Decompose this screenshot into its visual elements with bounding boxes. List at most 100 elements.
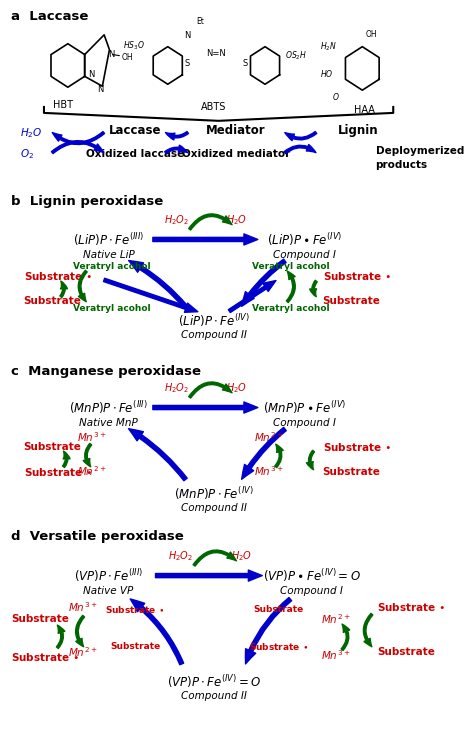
FancyArrowPatch shape — [52, 141, 104, 154]
FancyArrowPatch shape — [128, 429, 187, 481]
Text: $(LiP)P\cdot Fe^{(IV)}$: $(LiP)P\cdot Fe^{(IV)}$ — [178, 312, 250, 329]
FancyArrowPatch shape — [242, 259, 286, 306]
Text: Substrate $\bullet$: Substrate $\bullet$ — [322, 270, 391, 282]
Text: Et: Et — [196, 18, 204, 26]
Text: Compound II: Compound II — [181, 691, 246, 701]
Text: Oxidized laccase: Oxidized laccase — [86, 149, 184, 160]
FancyArrowPatch shape — [286, 271, 295, 302]
FancyArrowPatch shape — [130, 599, 183, 665]
Text: Native MnP: Native MnP — [79, 419, 138, 428]
Text: Veratryl acohol: Veratryl acohol — [73, 305, 151, 313]
FancyArrowPatch shape — [56, 625, 65, 649]
Text: $HO$: $HO$ — [320, 68, 334, 79]
Text: Substrate $\bullet$: Substrate $\bullet$ — [24, 466, 91, 478]
FancyArrowPatch shape — [153, 402, 258, 413]
Text: Substrate: Substrate — [253, 605, 303, 613]
Text: $H_2N$: $H_2N$ — [320, 40, 337, 53]
Text: N=N: N=N — [207, 49, 226, 58]
Text: $Mn^{3+}$: $Mn^{3+}$ — [68, 600, 97, 614]
Text: c  Manganese peroxidase: c Manganese peroxidase — [11, 365, 201, 378]
FancyArrowPatch shape — [78, 270, 87, 302]
Text: $Mn^{3+}$: $Mn^{3+}$ — [321, 648, 350, 662]
Text: Substrate: Substrate — [24, 442, 82, 452]
FancyArrowPatch shape — [52, 132, 105, 144]
Text: Mediator: Mediator — [206, 124, 265, 137]
FancyArrowPatch shape — [246, 597, 292, 664]
FancyArrowPatch shape — [364, 613, 373, 647]
Text: Deploymerized: Deploymerized — [375, 146, 464, 157]
FancyArrowPatch shape — [60, 281, 67, 297]
Text: Substrate $\bullet$: Substrate $\bullet$ — [11, 651, 79, 662]
Text: Substrate $\bullet$: Substrate $\bullet$ — [249, 641, 308, 652]
Text: $(VP)P\cdot Fe^{(IV)}{=}O$: $(VP)P\cdot Fe^{(IV)}{=}O$ — [166, 673, 261, 690]
Text: $Mn^{3+}$: $Mn^{3+}$ — [254, 464, 283, 478]
Text: Oxidized mediator: Oxidized mediator — [182, 149, 290, 160]
Text: $H_2O$: $H_2O$ — [226, 213, 247, 227]
Text: S: S — [184, 59, 190, 68]
Text: $O_2$: $O_2$ — [20, 148, 34, 161]
FancyArrowPatch shape — [310, 280, 317, 296]
FancyArrowPatch shape — [165, 132, 189, 140]
Text: $H_2O$: $H_2O$ — [20, 126, 43, 140]
Text: OH: OH — [122, 53, 134, 62]
Text: Compound II: Compound II — [181, 330, 246, 340]
Text: Substrate: Substrate — [11, 614, 69, 624]
Text: $H_2O$: $H_2O$ — [230, 549, 252, 563]
Text: Compound II: Compound II — [181, 504, 246, 513]
Text: Substrate: Substrate — [110, 642, 160, 651]
Text: Laccase: Laccase — [109, 124, 161, 137]
FancyArrowPatch shape — [155, 570, 262, 581]
FancyArrowPatch shape — [307, 450, 315, 470]
FancyArrowPatch shape — [153, 234, 258, 245]
Text: $Mn^{2+}$: $Mn^{2+}$ — [77, 464, 106, 478]
Text: Substrate: Substrate — [322, 296, 380, 306]
Text: $H_2O_2$: $H_2O_2$ — [164, 213, 189, 227]
Text: HBT: HBT — [54, 100, 73, 110]
Text: N: N — [108, 50, 114, 59]
FancyArrowPatch shape — [165, 145, 188, 154]
FancyArrowPatch shape — [228, 280, 276, 313]
Text: $(MnP)P\cdot Fe^{(IV)}$: $(MnP)P\cdot Fe^{(IV)}$ — [174, 485, 254, 502]
FancyArrowPatch shape — [284, 144, 316, 154]
Text: Substrate: Substrate — [24, 296, 82, 306]
Text: ABTS: ABTS — [201, 102, 227, 112]
Text: $HS_3O$: $HS_3O$ — [123, 40, 145, 52]
FancyArrowPatch shape — [128, 261, 187, 308]
FancyArrowPatch shape — [193, 550, 237, 566]
Text: Native LiP: Native LiP — [82, 250, 135, 261]
Text: Substrate: Substrate — [322, 467, 380, 477]
Text: Substrate $\bullet$: Substrate $\bullet$ — [322, 441, 391, 453]
Text: Substrate: Substrate — [377, 646, 435, 657]
Text: d  Versatile peroxidase: d Versatile peroxidase — [11, 529, 184, 542]
FancyArrowPatch shape — [83, 444, 91, 467]
Text: $(LiP)P\bullet Fe^{(IV)}$: $(LiP)P\bullet Fe^{(IV)}$ — [267, 231, 343, 248]
FancyArrowPatch shape — [242, 427, 286, 479]
Text: $H_2O_2$: $H_2O_2$ — [164, 381, 189, 395]
Text: $Mn^{2+}$: $Mn^{2+}$ — [254, 430, 283, 444]
Text: $(LiP)P\cdot Fe^{(III)}$: $(LiP)P\cdot Fe^{(III)}$ — [73, 231, 144, 248]
Text: Compound I: Compound I — [273, 250, 336, 261]
Text: Veratryl acohol: Veratryl acohol — [73, 261, 151, 271]
Text: a  Laccase: a Laccase — [11, 10, 89, 23]
Text: $O$: $O$ — [332, 91, 339, 102]
FancyArrowPatch shape — [285, 132, 317, 141]
Text: Native VP: Native VP — [83, 586, 134, 597]
FancyArrowPatch shape — [189, 214, 232, 230]
Text: Substrate $\bullet$: Substrate $\bullet$ — [24, 270, 91, 282]
FancyArrowPatch shape — [103, 278, 198, 313]
Text: $OS_2H$: $OS_2H$ — [285, 49, 307, 61]
Text: OH: OH — [365, 30, 377, 40]
Text: products: products — [375, 160, 428, 171]
Text: $(VP)P\bullet Fe^{(IV)}{=}O$: $(VP)P\bullet Fe^{(IV)}{=}O$ — [263, 567, 361, 584]
Text: S: S — [243, 59, 248, 68]
Text: N: N — [98, 85, 104, 94]
Text: $Mn^{2+}$: $Mn^{2+}$ — [68, 645, 97, 659]
Text: $Mn^{3+}$: $Mn^{3+}$ — [77, 430, 106, 444]
Text: $(VP)P\cdot Fe^{(III)}$: $(VP)P\cdot Fe^{(III)}$ — [74, 567, 143, 584]
Text: $(MnP)P\bullet Fe^{(IV)}$: $(MnP)P\bullet Fe^{(IV)}$ — [263, 399, 346, 416]
FancyArrowPatch shape — [341, 624, 350, 651]
Text: Lignin: Lignin — [337, 124, 378, 137]
Text: $H_2O$: $H_2O$ — [226, 381, 247, 395]
Text: Veratryl acohol: Veratryl acohol — [252, 305, 329, 313]
Text: $Mn^{2+}$: $Mn^{2+}$ — [321, 612, 350, 626]
